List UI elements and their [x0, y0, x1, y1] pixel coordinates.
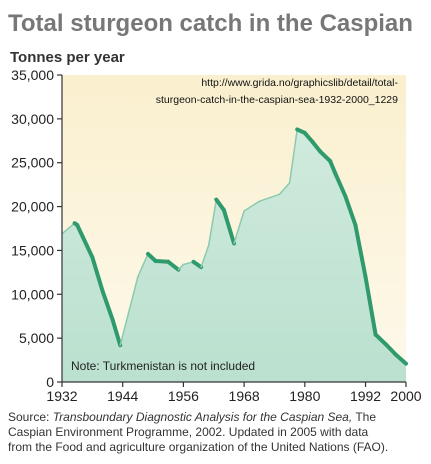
y-tick-label: 20,000	[11, 199, 54, 215]
data-point	[365, 276, 367, 278]
series-edge-segment	[177, 263, 185, 271]
series-edge-segment	[75, 223, 95, 260]
series-edge-segment	[90, 255, 105, 293]
data-point	[102, 290, 104, 292]
data-point	[208, 244, 210, 246]
y-axis-label: Tonnes per year	[10, 49, 125, 66]
url-note-line-2: sturgeon-catch-in-the-caspian-sea-1932-2…	[156, 94, 398, 106]
source-line-3: from the Food and agriculture organizati…	[8, 440, 388, 454]
series-edge-segment	[153, 259, 171, 264]
y-axis: 0 5,000 10,000 15,000 20,000 25,000 30,000 35,0…	[11, 67, 63, 390]
series-edge-segment	[318, 149, 333, 163]
area-layer	[62, 129, 406, 382]
series-edge-segment	[119, 275, 139, 346]
data-point	[296, 129, 298, 131]
source-line-2: Caspian Environment Programme, 2002. Upd…	[8, 425, 369, 439]
series-edge-segment	[243, 200, 261, 212]
y-tick-label: 25,000	[11, 155, 54, 171]
y-tick-label: 35,000	[11, 67, 54, 83]
series-edge-segment	[200, 244, 210, 268]
data-point	[200, 266, 202, 268]
data-point	[178, 269, 180, 271]
data-point	[319, 151, 321, 153]
series-edge-segment	[258, 193, 281, 203]
data-point	[74, 222, 76, 224]
data-point	[259, 201, 261, 203]
data-point	[405, 363, 407, 365]
series-edge-segment	[137, 253, 149, 278]
data-point	[216, 199, 218, 201]
data-point	[193, 261, 195, 263]
series-edge-segment	[100, 288, 115, 322]
x-tick-label: 1956	[168, 388, 199, 404]
series-edge-segment	[343, 194, 358, 227]
y-tick-label: 0	[46, 374, 54, 390]
data-point	[395, 354, 397, 356]
series-edge-segment	[333, 171, 348, 198]
series-edge-segment	[383, 342, 398, 357]
data-point	[375, 334, 377, 336]
series-edge-segment	[191, 259, 204, 270]
data-point	[312, 141, 314, 143]
data-point	[92, 257, 94, 259]
data-point	[223, 209, 225, 211]
data-point	[243, 210, 245, 212]
data-point	[119, 344, 121, 346]
y-tick-label: 10,000	[11, 286, 54, 302]
x-tick-label: 1968	[229, 388, 260, 404]
x-tick-label: 1980	[289, 388, 320, 404]
data-point	[155, 260, 157, 262]
data-point	[279, 194, 281, 196]
data-point	[147, 253, 149, 255]
data-point	[112, 319, 114, 321]
series-edge-segment	[393, 352, 408, 366]
series-edge-segment	[214, 197, 226, 213]
data-point	[183, 264, 185, 266]
data-point	[385, 344, 387, 346]
series-edge-segment	[363, 274, 378, 337]
series-edge-segment	[353, 223, 368, 279]
data-point	[329, 160, 331, 162]
series-edge-segment	[207, 198, 218, 246]
x-tick-label: 1944	[107, 388, 138, 404]
series-edge-segment	[221, 208, 236, 246]
url-note-line-1: http://www.grida.no/graphicslib/detail/t…	[201, 77, 398, 89]
series-edge-segment	[233, 210, 245, 245]
chart-title: Total sturgeon catch in the Caspian	[8, 10, 413, 37]
edge-layer	[61, 127, 408, 366]
x-tick-label: 1932	[46, 388, 77, 404]
data-point	[167, 261, 169, 263]
data-point	[137, 276, 139, 278]
series-edge-segment	[61, 222, 76, 235]
series-edge-segment	[373, 332, 388, 347]
series-edge-segment	[288, 128, 298, 184]
x-tick-label: 1992	[350, 388, 381, 404]
data-point	[76, 224, 78, 226]
x-axis: 1932 1944 1956 1968 1980 1992 2000	[46, 381, 422, 404]
y-tick-label: 15,000	[11, 242, 54, 258]
data-point	[233, 243, 235, 245]
x-tick-label: 2000	[390, 388, 421, 404]
series-edge-segment	[166, 259, 181, 272]
series-edge-segment	[310, 139, 322, 154]
chart-note: Note: Turkmenistan is not included	[71, 359, 255, 373]
series-area	[62, 129, 406, 382]
source-line-1: Source: Transboundary Diagnostic Analysi…	[8, 410, 376, 424]
data-point	[289, 182, 291, 184]
series-edge-segment	[328, 159, 338, 176]
series-edge-segment	[110, 317, 123, 348]
data-point	[355, 224, 357, 226]
data-point	[334, 172, 336, 174]
y-tick-label: 5,000	[19, 330, 54, 346]
data-point	[345, 195, 347, 197]
y-tick-label: 30,000	[11, 111, 54, 127]
series-edge-segment	[278, 182, 291, 196]
data-point	[304, 132, 306, 134]
